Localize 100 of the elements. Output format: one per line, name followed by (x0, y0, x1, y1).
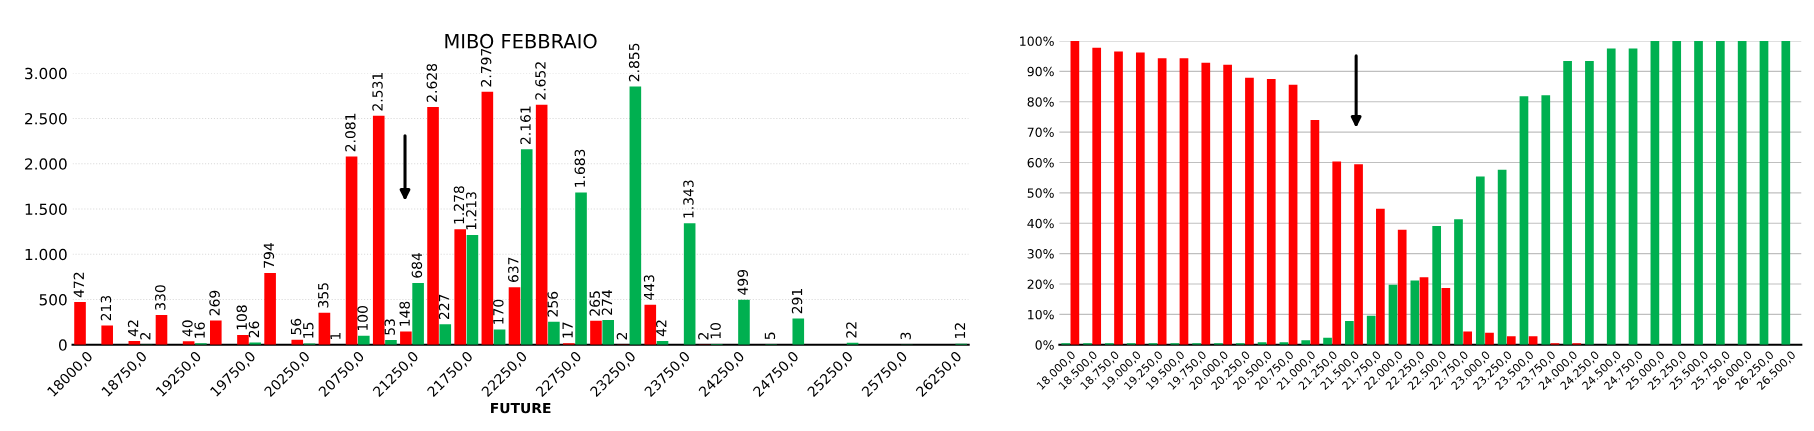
data-label: 794 (263, 243, 275, 268)
bar (1345, 321, 1354, 345)
bar (210, 320, 222, 345)
bar (738, 299, 750, 345)
bar (548, 321, 560, 345)
data-label: 1.213 (465, 192, 477, 230)
bar (101, 325, 113, 345)
y-tick-label: 2.500 (25, 112, 67, 125)
y-tick-label: 10% (1028, 309, 1054, 320)
data-label: 17 (562, 322, 573, 338)
bar (74, 302, 86, 345)
bar (1485, 332, 1494, 345)
data-label: 26 (248, 321, 260, 338)
data-label: 2.531 (372, 73, 383, 111)
bar (1135, 52, 1145, 345)
bar (792, 318, 805, 345)
data-label: 274 (601, 290, 613, 315)
y-tick-label: 3.000 (25, 67, 67, 80)
bar (1563, 61, 1572, 345)
bar (345, 156, 358, 345)
data-label: 15 (303, 322, 314, 338)
data-label: 1.683 (574, 149, 586, 187)
bar (1519, 96, 1529, 345)
data-label: 269 (209, 290, 220, 316)
bar (508, 287, 521, 345)
bar (629, 86, 642, 345)
bar (1506, 336, 1516, 345)
bar (1737, 40, 1747, 345)
y-tick-label: 90% (1027, 66, 1054, 77)
data-label: 2.081 (345, 113, 356, 152)
bar (237, 335, 249, 345)
y-tick-label: 0% (1035, 340, 1054, 350)
data-label: 291 (791, 289, 803, 314)
bar (439, 324, 452, 345)
data-label: 16 (194, 322, 205, 338)
bar (1332, 161, 1342, 345)
bar (1376, 208, 1385, 345)
bar (1475, 176, 1485, 345)
data-label: 100 (357, 305, 368, 331)
bar (1092, 47, 1102, 345)
bar (1419, 277, 1429, 345)
data-label: 10 (710, 322, 721, 339)
bar (575, 192, 587, 345)
bar (372, 115, 385, 345)
data-label: 330 (155, 285, 166, 310)
bar (520, 149, 533, 345)
y-tick-label: 30% (1027, 249, 1054, 259)
data-label: 1.278 (453, 186, 465, 224)
data-label: 265 (589, 291, 600, 316)
bar (1223, 64, 1232, 345)
y-tick-label: 1.500 (25, 203, 67, 216)
bar (1301, 340, 1311, 345)
bar (1266, 78, 1276, 345)
bar (493, 329, 506, 345)
data-label: 1 (330, 332, 341, 340)
bar (1541, 95, 1551, 345)
bar (1672, 40, 1682, 345)
bar (1759, 40, 1769, 345)
data-label: 2 (616, 333, 627, 340)
bar (590, 320, 602, 345)
data-label: 53 (384, 319, 395, 335)
bar (264, 272, 276, 345)
bar (1694, 40, 1703, 345)
bar (400, 331, 412, 345)
data-label: 12 (954, 323, 966, 339)
data-label: 5 (764, 332, 776, 340)
data-label: 443 (643, 275, 655, 300)
bar (1628, 48, 1638, 345)
bar (1245, 77, 1254, 345)
data-label: 472 (73, 272, 84, 298)
bar (1715, 40, 1725, 345)
data-label: 1.343 (683, 180, 694, 218)
bar (427, 106, 439, 345)
data-label: 42 (127, 320, 139, 337)
bar (1410, 280, 1420, 345)
bar (602, 320, 614, 345)
y-tick-label: 500 (39, 294, 67, 306)
data-label: 56 (290, 318, 302, 335)
data-label: 499 (737, 269, 748, 295)
data-label: 2.161 (520, 106, 531, 145)
bar (357, 335, 370, 345)
bar (1310, 119, 1320, 345)
y-tick-label: 70% (1027, 127, 1054, 138)
bar (644, 304, 657, 345)
y-tick-label: 60% (1027, 157, 1054, 168)
y-tick-label: 0 (58, 339, 67, 351)
bar (1397, 229, 1407, 345)
data-label: 2.628 (426, 63, 438, 102)
y-tick-label: 1.000 (25, 248, 67, 261)
y-tick-label: 20% (1027, 279, 1054, 289)
bar (1157, 58, 1167, 345)
data-label: 3 (900, 332, 911, 340)
y-tick-label: 2.000 (25, 158, 67, 170)
bar (1463, 331, 1473, 345)
data-label: 170 (493, 299, 504, 324)
bar (1606, 48, 1616, 345)
bar (1432, 225, 1442, 345)
data-label: 42 (656, 320, 667, 337)
y-tick-label: 50% (1027, 188, 1054, 198)
data-label: 2 (698, 333, 709, 340)
